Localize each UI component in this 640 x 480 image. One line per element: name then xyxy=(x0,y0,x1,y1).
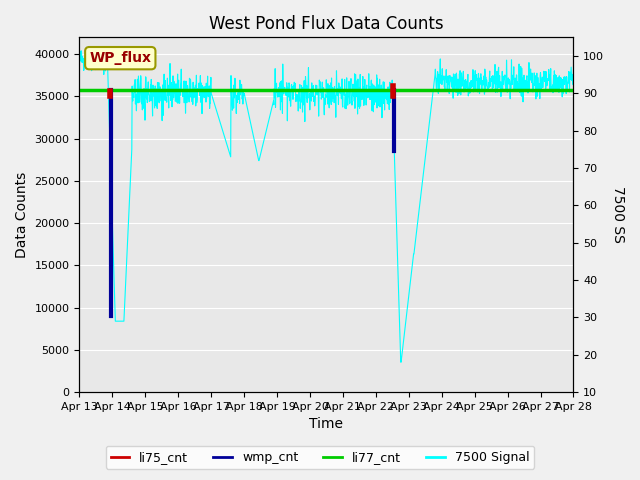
Text: WP_flux: WP_flux xyxy=(90,51,151,65)
Y-axis label: 7500 SS: 7500 SS xyxy=(611,186,625,243)
Legend: li75_cnt, wmp_cnt, li77_cnt, 7500 Signal: li75_cnt, wmp_cnt, li77_cnt, 7500 Signal xyxy=(106,446,534,469)
X-axis label: Time: Time xyxy=(309,418,344,432)
Y-axis label: Data Counts: Data Counts xyxy=(15,172,29,258)
Title: West Pond Flux Data Counts: West Pond Flux Data Counts xyxy=(209,15,444,33)
